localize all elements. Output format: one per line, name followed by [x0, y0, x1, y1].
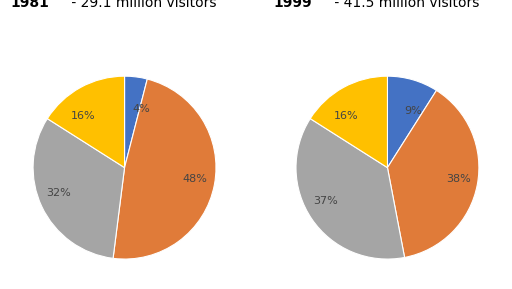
- Wedge shape: [388, 76, 436, 168]
- Wedge shape: [310, 76, 388, 168]
- Text: - 29.1 million visitors: - 29.1 million visitors: [67, 0, 217, 10]
- Text: 16%: 16%: [71, 110, 96, 121]
- Text: 37%: 37%: [313, 196, 338, 206]
- Text: 4%: 4%: [132, 104, 150, 114]
- Wedge shape: [124, 76, 147, 168]
- Wedge shape: [388, 90, 479, 257]
- Wedge shape: [296, 118, 404, 259]
- Text: 1981: 1981: [10, 0, 49, 10]
- Text: 16%: 16%: [334, 110, 359, 121]
- Text: 9%: 9%: [404, 105, 422, 116]
- Text: 38%: 38%: [446, 174, 471, 184]
- Title: 1999 - 41.5 million visitors: 1999 - 41.5 million visitors: [0, 288, 1, 289]
- Text: - 41.5 million visitors: - 41.5 million visitors: [330, 0, 479, 10]
- Wedge shape: [47, 76, 124, 168]
- Title: 1981 - 29.1 million visitors: 1981 - 29.1 million visitors: [0, 288, 1, 289]
- Text: 32%: 32%: [46, 188, 71, 198]
- Wedge shape: [33, 118, 124, 258]
- Wedge shape: [113, 79, 216, 259]
- Text: 48%: 48%: [183, 174, 208, 184]
- Text: 1999: 1999: [273, 0, 312, 10]
